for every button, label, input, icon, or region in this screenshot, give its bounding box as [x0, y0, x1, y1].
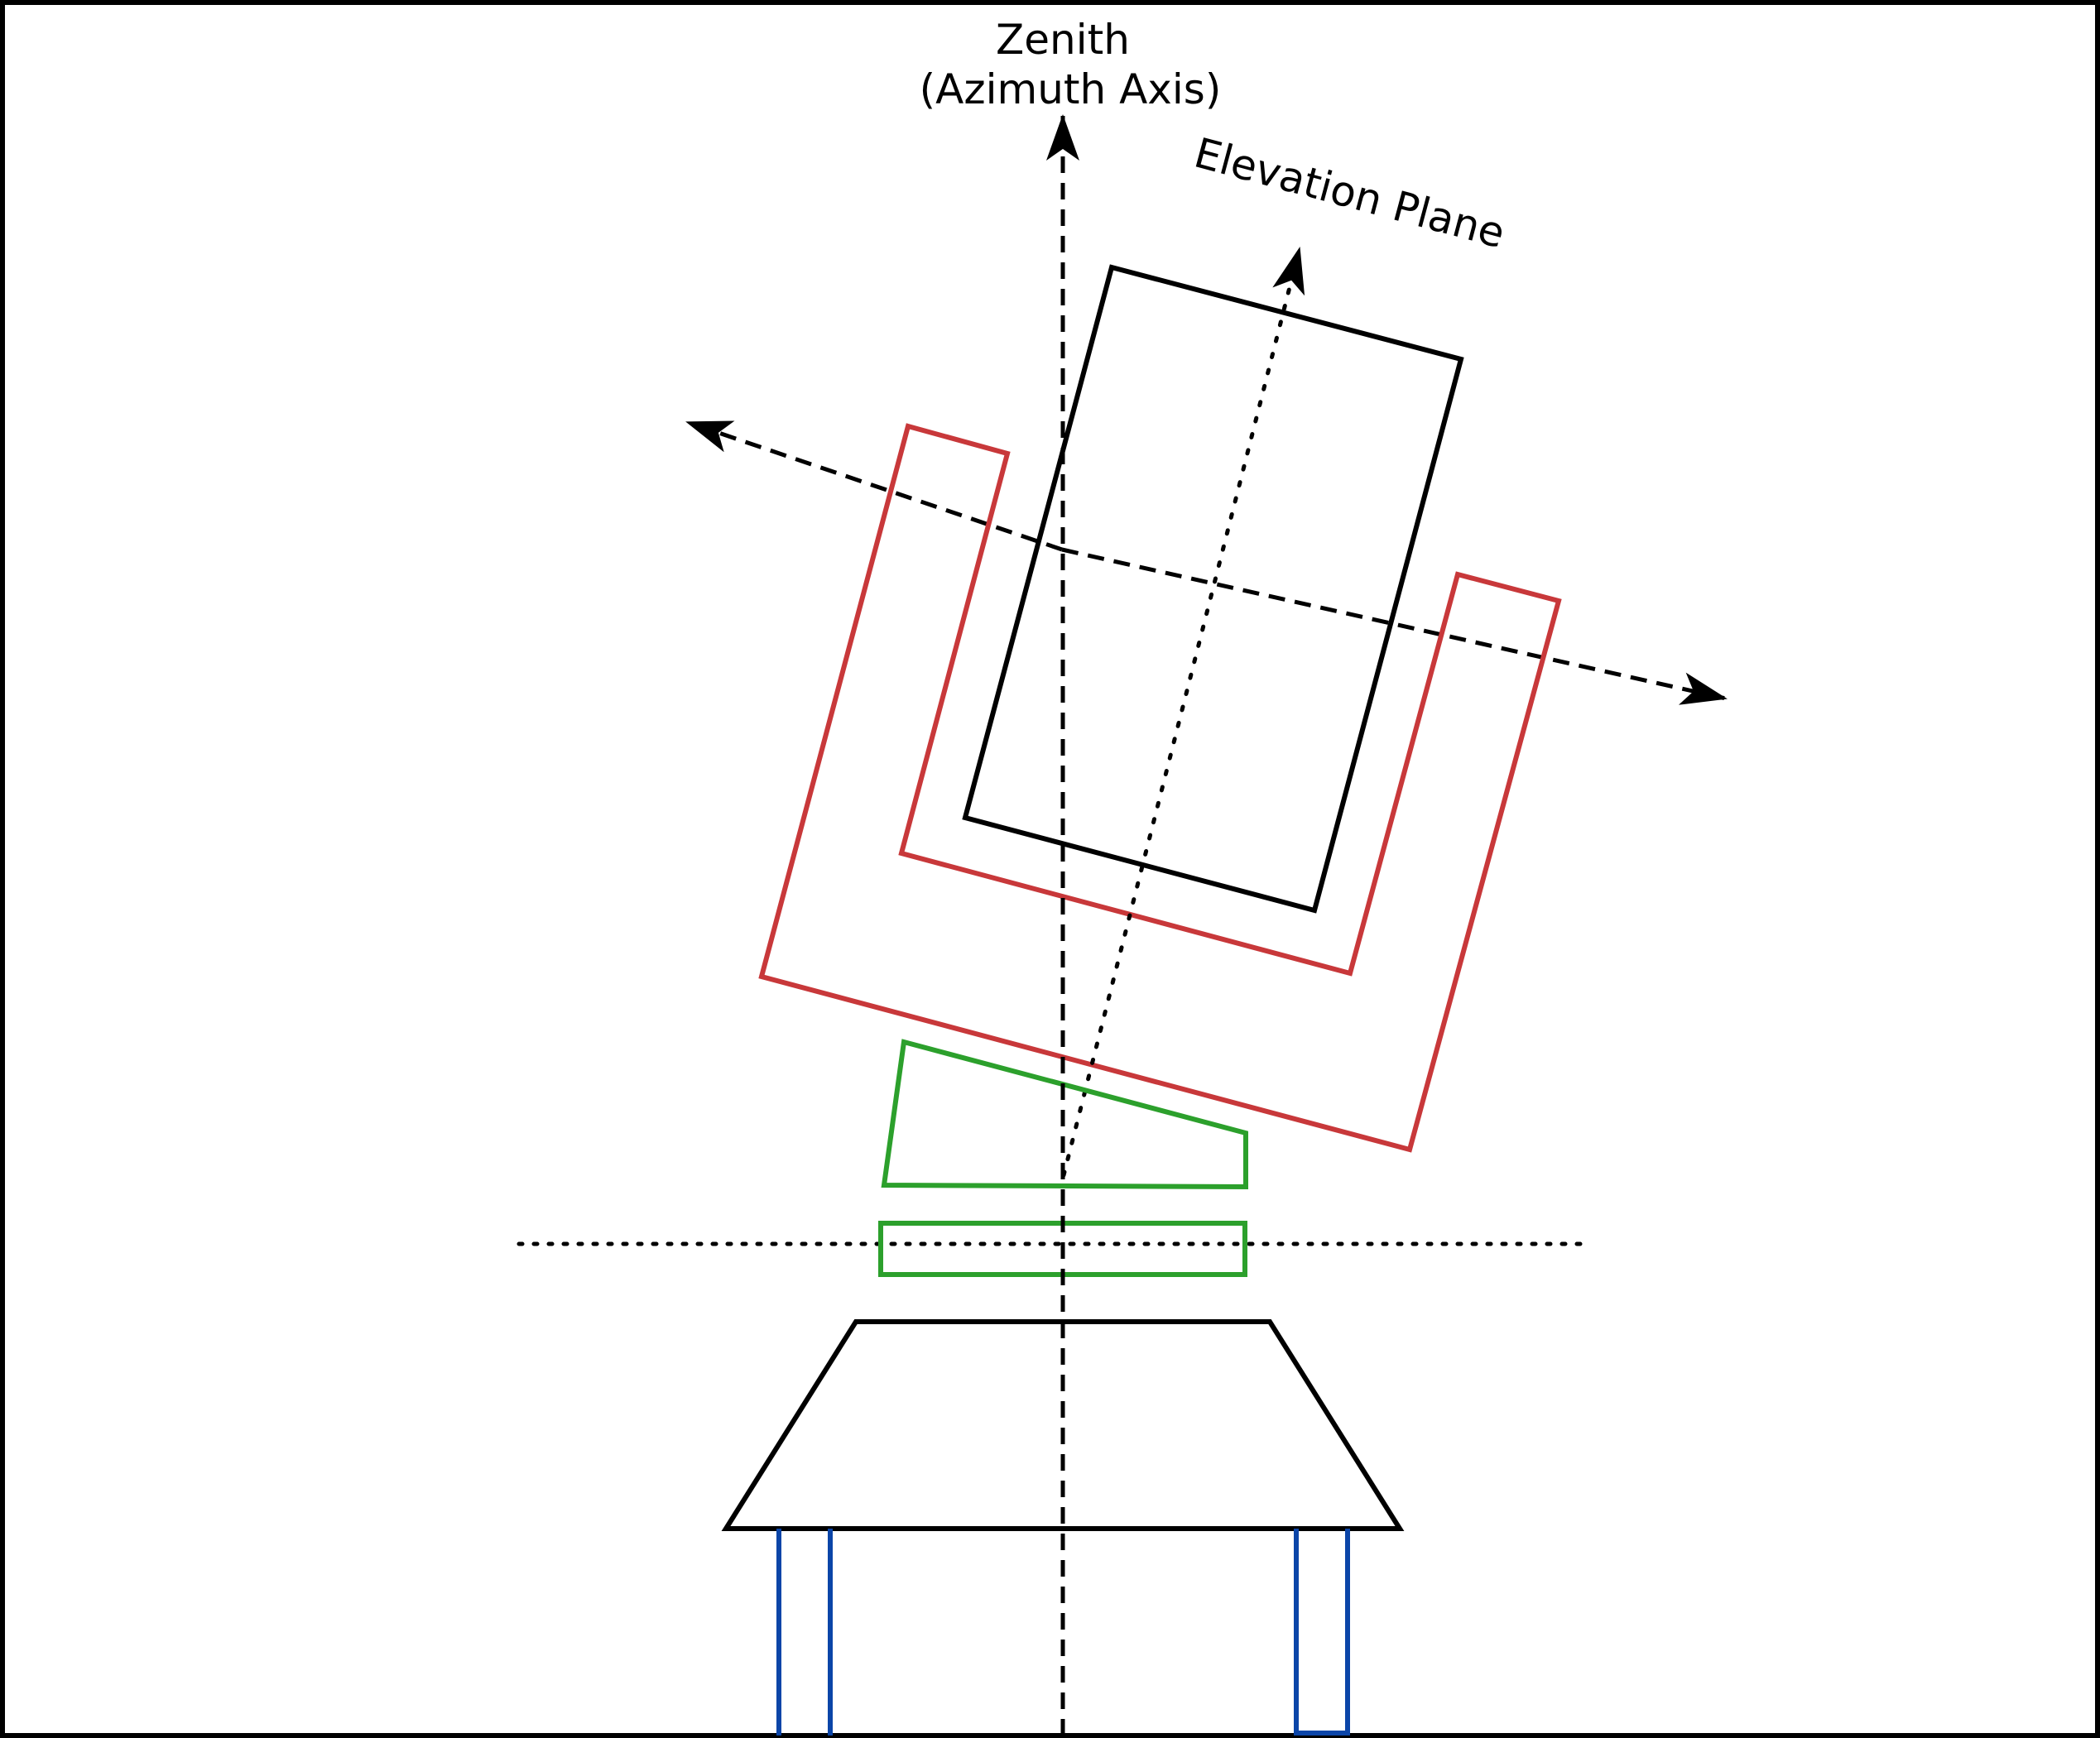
wedge: [881, 1039, 1248, 1190]
elevation-axis-arrow-left: [685, 420, 1063, 552]
elevation-plane-arrow: [1061, 246, 1305, 1178]
telescope-tube: [962, 264, 1464, 914]
base: [721, 1319, 1405, 1531]
elevation-axis-arrow: [1061, 547, 1728, 705]
azimuth-axis-label: (Azimuth Axis): [920, 65, 1222, 113]
zenith-label: Zenith: [996, 16, 1130, 64]
elevation-plane-label: Elevation Plane: [1189, 129, 1510, 258]
pier-legs: [776, 1529, 1350, 1736]
fork-mount: [758, 423, 1562, 1153]
